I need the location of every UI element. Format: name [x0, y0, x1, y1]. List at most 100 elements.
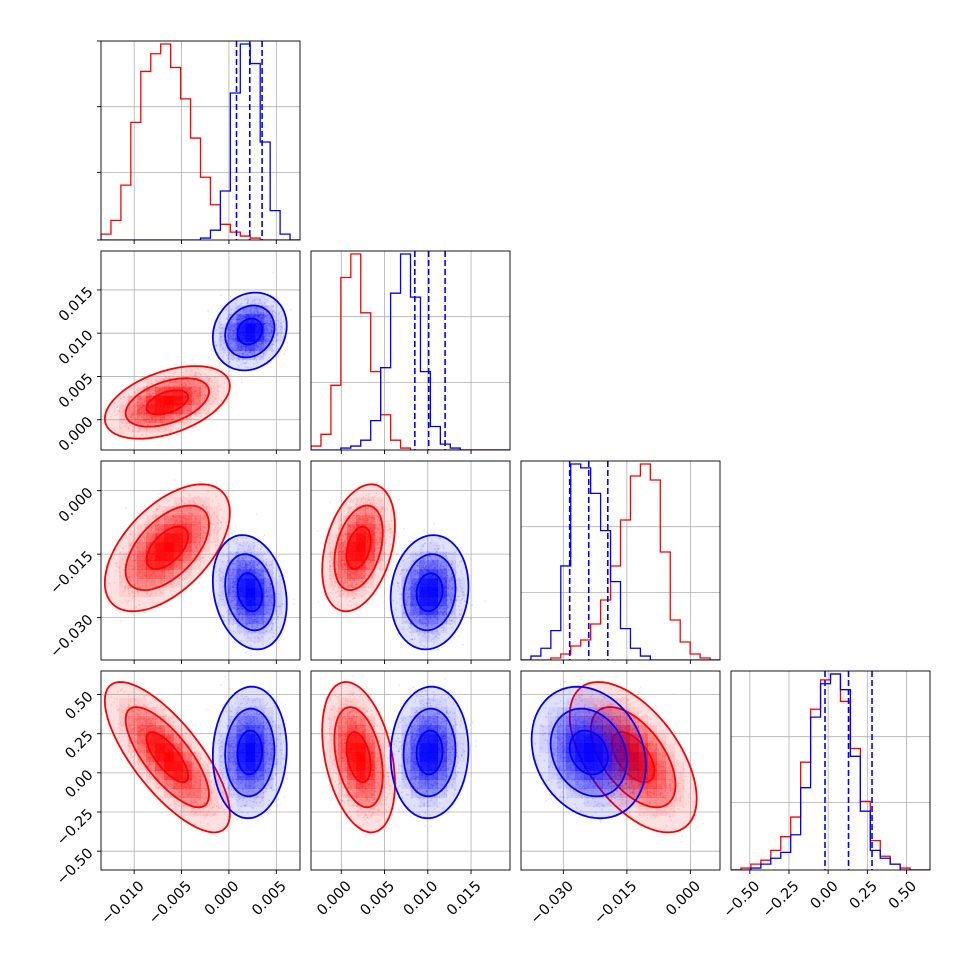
scatter-point	[200, 384, 203, 386]
scatter-point	[136, 388, 139, 391]
scatter-point	[138, 403, 141, 406]
scatter-point	[199, 382, 202, 384]
scatter-point	[161, 417, 164, 419]
scatter-point	[137, 430, 140, 433]
scatter-point	[130, 416, 133, 418]
scatter-point	[197, 395, 199, 397]
scatter-point	[171, 416, 174, 419]
scatter-point	[130, 413, 133, 416]
scatter-point	[134, 391, 137, 394]
scatter-point	[188, 407, 190, 409]
scatter-point	[113, 410, 116, 413]
scatter-point	[152, 392, 155, 395]
scatter-point	[195, 404, 198, 407]
scatter-point	[200, 415, 203, 418]
scatter-point	[178, 414, 180, 417]
scatter-point	[137, 409, 140, 412]
scatter-point	[155, 419, 157, 422]
scatter-point	[209, 393, 212, 395]
scatter-point	[155, 415, 157, 418]
scatter-point	[204, 373, 207, 376]
scatter-point	[267, 363, 269, 366]
scatter-point	[210, 387, 213, 390]
scatter-point	[194, 391, 197, 393]
scatter-point	[163, 416, 166, 418]
scatter-point	[157, 415, 160, 418]
scatter-point	[139, 397, 142, 400]
scatter-point	[116, 412, 119, 415]
scatter-point	[159, 391, 162, 393]
scatter-point	[144, 397, 147, 400]
scatter-point	[211, 400, 214, 403]
scatter-point	[208, 377, 211, 380]
scatter-point	[168, 415, 171, 418]
scatter-point	[121, 404, 124, 407]
scatter-point	[183, 382, 186, 384]
scatter-point	[132, 412, 135, 414]
scatter-point	[183, 382, 186, 384]
scatter-point	[158, 418, 161, 421]
scatter-point	[185, 418, 188, 420]
scatter-point	[141, 418, 144, 421]
scatter-point	[193, 394, 195, 397]
scatter-point	[185, 408, 188, 411]
scatter-point	[171, 381, 174, 384]
scatter-point	[180, 379, 183, 382]
scatter-point	[132, 413, 135, 416]
scatter-point	[153, 415, 156, 418]
scatter-point	[145, 378, 148, 381]
scatter-point	[140, 406, 143, 409]
scatter-point	[163, 419, 166, 422]
scatter-point	[128, 395, 131, 398]
scatter-point	[151, 387, 154, 390]
scatter-point	[160, 372, 163, 375]
scatter-point	[198, 387, 201, 390]
scatter-point	[202, 394, 205, 397]
scatter-point	[146, 418, 149, 421]
scatter-point	[161, 421, 164, 424]
scatter-point	[156, 392, 159, 394]
scatter-point	[113, 405, 115, 408]
scatter-point	[142, 396, 145, 399]
scatter-point	[193, 385, 196, 388]
scatter-point	[201, 391, 204, 394]
scatter-point	[190, 408, 193, 411]
scatter-point	[151, 382, 153, 385]
scatter-point	[186, 409, 189, 412]
scatter-point	[190, 406, 193, 409]
scatter-point	[218, 385, 221, 388]
scatter-point	[191, 409, 193, 411]
scatter-point	[277, 355, 280, 357]
scatter-point	[140, 406, 143, 409]
scatter-point	[131, 412, 134, 415]
scatter-point	[168, 416, 171, 419]
scatter-point	[158, 387, 161, 390]
scatter-point	[210, 348, 213, 351]
scatter-point	[157, 429, 160, 432]
scatter-point	[143, 408, 145, 411]
scatter-point	[154, 374, 157, 377]
scatter-point	[194, 381, 197, 383]
scatter-point	[144, 418, 147, 421]
scatter-point	[144, 399, 147, 401]
scatter-point	[132, 426, 135, 429]
scatter-point	[209, 386, 212, 389]
scatter-point	[122, 418, 125, 421]
scatter-point	[149, 423, 151, 426]
scatter-point	[116, 404, 119, 407]
scatter-point	[175, 385, 178, 387]
scatter-point	[203, 409, 206, 412]
scatter-point	[195, 389, 198, 392]
scatter-point	[210, 386, 213, 389]
scatter-point	[191, 385, 194, 388]
scatter-point	[127, 427, 130, 429]
scatter-point	[165, 428, 167, 431]
scatter-point	[193, 385, 196, 388]
scatter-point	[200, 387, 203, 390]
scatter-point	[150, 382, 153, 384]
scatter-point	[148, 389, 151, 391]
scatter-point	[125, 507, 127, 509]
scatter-point	[172, 418, 174, 421]
scatter-point	[176, 382, 179, 384]
scatter-point	[140, 416, 143, 419]
